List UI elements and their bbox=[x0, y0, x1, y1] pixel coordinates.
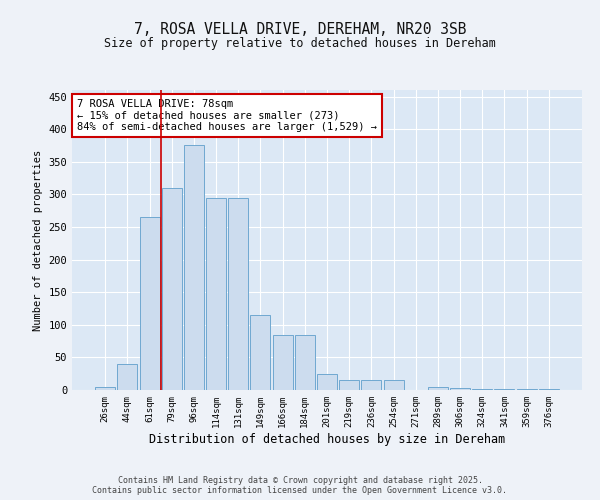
Bar bbox=[472, 388, 492, 390]
Bar bbox=[295, 334, 315, 390]
Bar bbox=[317, 374, 337, 390]
Bar bbox=[339, 380, 359, 390]
Bar bbox=[428, 386, 448, 390]
Bar bbox=[361, 380, 382, 390]
X-axis label: Distribution of detached houses by size in Dereham: Distribution of detached houses by size … bbox=[149, 432, 505, 446]
Bar bbox=[383, 380, 404, 390]
Bar bbox=[450, 388, 470, 390]
Bar bbox=[140, 217, 160, 390]
Bar bbox=[118, 364, 137, 390]
Bar bbox=[250, 315, 271, 390]
Text: Size of property relative to detached houses in Dereham: Size of property relative to detached ho… bbox=[104, 38, 496, 51]
Y-axis label: Number of detached properties: Number of detached properties bbox=[33, 150, 43, 330]
Bar bbox=[272, 334, 293, 390]
Bar bbox=[184, 146, 204, 390]
Bar bbox=[95, 386, 115, 390]
Bar bbox=[228, 198, 248, 390]
Bar bbox=[162, 188, 182, 390]
Text: Contains HM Land Registry data © Crown copyright and database right 2025.
Contai: Contains HM Land Registry data © Crown c… bbox=[92, 476, 508, 495]
Bar bbox=[206, 198, 226, 390]
Text: 7 ROSA VELLA DRIVE: 78sqm
← 15% of detached houses are smaller (273)
84% of semi: 7 ROSA VELLA DRIVE: 78sqm ← 15% of detac… bbox=[77, 99, 377, 132]
Text: 7, ROSA VELLA DRIVE, DEREHAM, NR20 3SB: 7, ROSA VELLA DRIVE, DEREHAM, NR20 3SB bbox=[134, 22, 466, 38]
